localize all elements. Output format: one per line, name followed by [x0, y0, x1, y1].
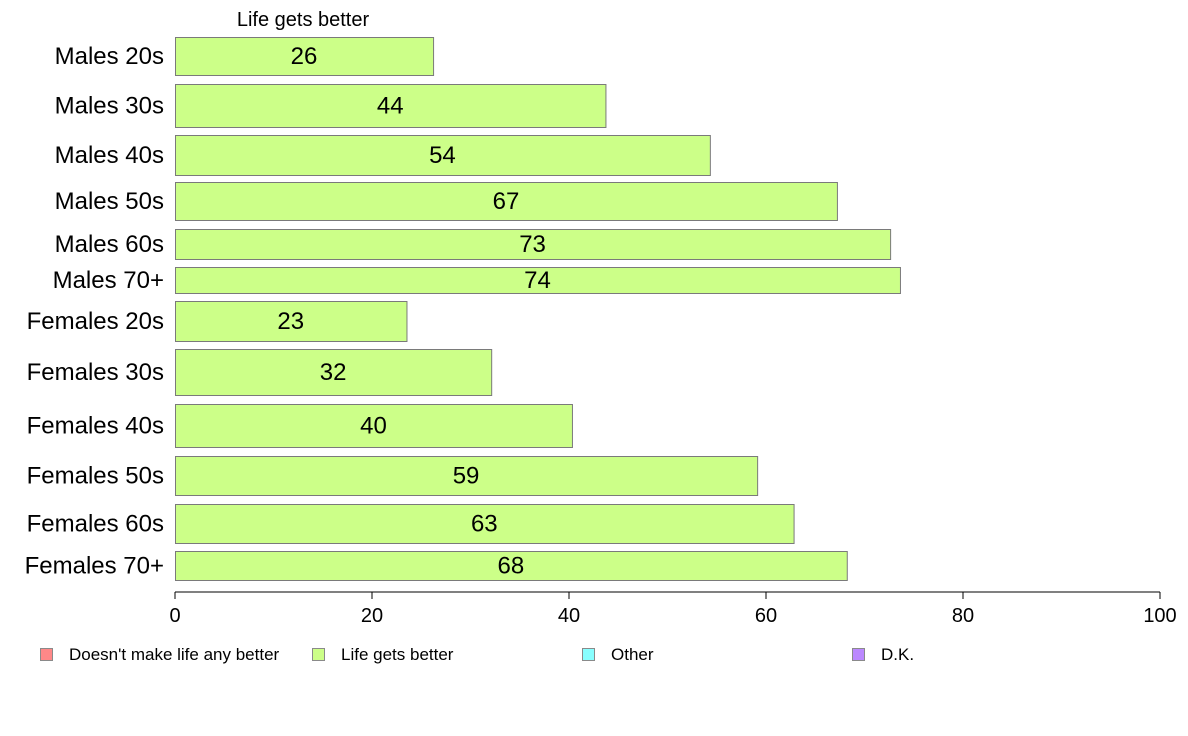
- category-label: Females 60s: [27, 511, 164, 538]
- bar: [175, 37, 435, 76]
- bar-row: Males 20s 26: [55, 37, 435, 76]
- bar: [175, 301, 408, 342]
- bar-row: Males 60s 73: [55, 229, 892, 260]
- bar-value-label: 23: [277, 308, 304, 335]
- bar-value-label: 59: [453, 463, 480, 490]
- category-label: Males 40s: [55, 142, 164, 169]
- bar-value-label: 67: [493, 188, 520, 215]
- bar-row: Males 50s 67: [55, 182, 838, 221]
- panel-title: Life gets better: [237, 9, 370, 31]
- category-label: Females 40s: [27, 413, 164, 440]
- bar: [175, 135, 711, 176]
- bars-group: Males 20s 26 Males 30s 44 Males 40s 54 Males 5…: [25, 37, 901, 581]
- bar: [175, 404, 573, 448]
- bar-value-label: 32: [320, 359, 347, 386]
- bar-value-label: 40: [360, 413, 387, 440]
- bar-row: Females 60s 63: [27, 504, 795, 544]
- bar-row: Females 50s 59: [27, 456, 759, 496]
- category-label: Females 50s: [27, 463, 164, 490]
- bar-value-label: 54: [429, 142, 456, 169]
- legend-swatch: [852, 648, 865, 661]
- legend-item: Life gets better: [312, 645, 454, 664]
- category-label: Males 60s: [55, 231, 164, 258]
- legend-item: Other: [582, 645, 654, 664]
- bar-value-label: 26: [291, 43, 318, 70]
- bar-row: Males 30s 44: [55, 84, 607, 128]
- legend-label: Life gets better: [341, 645, 454, 664]
- bar: [175, 229, 892, 260]
- bar: [175, 267, 901, 294]
- bar-row: Males 40s 54: [55, 135, 711, 176]
- legend-label: Doesn't make life any better: [69, 645, 280, 664]
- bar-row: Females 30s 32: [27, 349, 493, 396]
- x-tick-label: 100: [1143, 605, 1176, 627]
- x-tick-label: 60: [755, 605, 777, 627]
- x-axis: 0 20 40 60 80 100: [169, 591, 1177, 627]
- x-tick-label: 40: [558, 605, 580, 627]
- bar: [175, 504, 795, 544]
- x-tick-label: 20: [361, 605, 383, 627]
- bar-value-label: 73: [519, 231, 546, 258]
- bar-row: Males 70+ 74: [53, 267, 901, 294]
- bar-value-label: 44: [377, 93, 404, 120]
- bar: [175, 456, 759, 496]
- category-label: Males 50s: [55, 188, 164, 215]
- legend-swatch: [312, 648, 325, 661]
- bar-row: Females 40s 40: [27, 404, 573, 448]
- legend-item: D.K.: [852, 645, 914, 664]
- legend-swatch: [40, 648, 53, 661]
- category-label: Females 20s: [27, 308, 164, 335]
- x-tick-label: 80: [952, 605, 974, 627]
- legend-item: Doesn't make life any better: [40, 645, 280, 664]
- category-label: Males 70+: [53, 267, 164, 294]
- x-tick-label: 0: [169, 605, 180, 627]
- bar: [175, 84, 607, 128]
- category-label: Females 70+: [25, 553, 164, 580]
- bar: [175, 551, 848, 581]
- category-label: Females 30s: [27, 359, 164, 386]
- legend-swatch: [582, 648, 595, 661]
- legend-label: D.K.: [881, 645, 914, 664]
- bar: [175, 182, 838, 221]
- category-label: Males 20s: [55, 43, 164, 70]
- legend-label: Other: [611, 645, 654, 664]
- category-label: Males 30s: [55, 93, 164, 120]
- bar-value-label: 68: [498, 553, 525, 580]
- bar-value-label: 63: [471, 511, 498, 538]
- bar-row: Females 20s 23: [27, 301, 408, 342]
- legend: Doesn't make life any better Life gets be…: [40, 645, 914, 664]
- bar-row: Females 70+ 68: [25, 551, 848, 581]
- bar-value-label: 74: [524, 267, 551, 294]
- bar: [175, 349, 493, 396]
